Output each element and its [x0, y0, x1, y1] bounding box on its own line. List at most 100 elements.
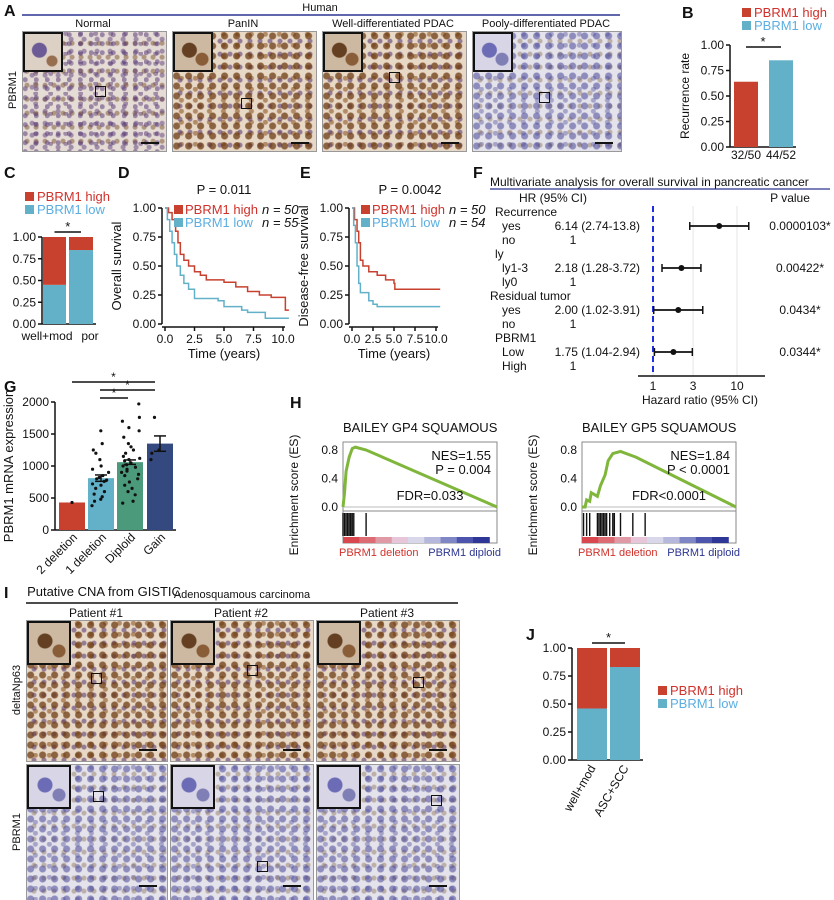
j-bar-low: [610, 667, 640, 760]
d-legend-swatch: [174, 218, 183, 227]
b-bar: [734, 81, 758, 147]
h-gp5-y-axis-label: Enrichment score (ES): [526, 435, 540, 556]
f-reference-level-label: no: [502, 233, 516, 247]
j-y-tick-label: 1.00: [543, 641, 567, 655]
h-gp4-y-tick-label: 0.0: [321, 500, 338, 514]
inset-region-box: [91, 673, 102, 684]
g-data-point: [125, 469, 129, 473]
d-y-tick-label: 0.25: [133, 288, 157, 302]
e-legend-label: PBRM1 low: [372, 215, 441, 230]
inset-region-box: [413, 677, 424, 688]
inset-zoom: [171, 765, 215, 809]
e-p-value: P = 0.0042: [378, 182, 441, 197]
inset-region-box: [431, 795, 442, 806]
g-data-point: [125, 463, 129, 467]
f-hr-point: [678, 265, 685, 271]
f-p-value: 0.0344*: [779, 345, 821, 359]
g-data-point: [105, 478, 109, 482]
f-title: Multivariate analysis for overall surviv…: [490, 175, 809, 189]
b-x-tick-label: 44/52: [766, 148, 796, 162]
g-data-point: [127, 458, 131, 462]
g-data-point: [102, 479, 106, 483]
inset-zoom: [323, 32, 363, 72]
e-x-tick-label: 7.5: [407, 332, 424, 346]
inset-region-box: [257, 861, 268, 872]
g-data-point: [136, 477, 140, 481]
d-survival-curve-low: [165, 207, 289, 319]
panel-label: F: [473, 165, 483, 182]
h-gp4-rank-colorbar-segment: [424, 537, 442, 543]
g-data-point: [100, 442, 104, 446]
d-y-tick-label: 0.75: [133, 230, 157, 244]
g-data-point: [121, 464, 125, 468]
d-legend-label: PBRM1 high: [185, 202, 258, 217]
e-x-tick-label: 5.0: [386, 332, 403, 346]
j-legend-label: PBRM1 high: [670, 683, 743, 698]
c-y-tick-label: 1.00: [13, 230, 37, 244]
inset-region-box: [247, 665, 258, 676]
j-bar-high: [610, 648, 640, 668]
h-gp4-rank-colorbar-segment: [408, 537, 425, 543]
e-y-tick-label: 1.00: [320, 201, 344, 215]
g-y-tick-label: 1500: [22, 427, 49, 441]
panel-label: G: [4, 379, 16, 396]
d-legend-n: n = 50: [262, 202, 299, 217]
inset-zoom: [27, 765, 71, 809]
inset-region-box: [93, 791, 104, 802]
g-data-point: [119, 470, 124, 474]
h-gp4-rank-colorbar-segment: [391, 537, 409, 543]
g-data-point: [137, 402, 141, 406]
h-gp4-rank-colorbar-segment: [456, 537, 474, 543]
inset-zoom: [23, 32, 63, 72]
c-legend-label: PBRM1 low: [37, 202, 106, 217]
row-label: deltaNp63: [11, 665, 23, 715]
d-survival-curve-high: [165, 207, 289, 311]
c-x-tick-label: por: [81, 329, 98, 343]
c-bar-high: [69, 237, 93, 251]
f-reference-level-label: ly0: [502, 275, 518, 289]
b-legend-swatch: [742, 21, 751, 30]
f-variable-label: Recurrence: [495, 205, 557, 219]
scale-bar: [441, 142, 459, 144]
j-y-tick-label: 0.00: [543, 753, 567, 767]
h-gp4-enrichment-curve: [341, 445, 498, 509]
d-x-axis-label: Time (years): [188, 346, 260, 361]
panel-label: I: [4, 585, 8, 602]
h-gp5-title: BAILEY GP5 SQUAMOUS: [582, 420, 737, 435]
h-gp5-y-tick-label: 0.8: [560, 443, 577, 457]
column-label: Normal: [75, 18, 110, 30]
micrograph-normal: [22, 31, 167, 152]
scale-bar: [139, 885, 157, 887]
h-gp4-fdr: FDR=0.033: [397, 488, 464, 503]
g-data-point: [99, 497, 103, 501]
b-legend-label: PBRM1 high: [754, 5, 827, 20]
scale-bar: [139, 749, 157, 751]
micrograph-p1-pbrm1: [26, 764, 168, 900]
inset-zoom: [317, 765, 361, 809]
g-data-point: [98, 458, 102, 462]
h-gp4-nes: NES=1.55: [431, 448, 491, 463]
c-legend-swatch: [25, 192, 34, 201]
f-hr-text: 2.18 (1.28-3.72): [555, 261, 640, 275]
f-hr-text: 6.14 (2.74-13.8): [555, 219, 640, 233]
g-data-point: [150, 451, 154, 455]
f-x-tick-label: 10: [730, 379, 744, 393]
panel-label: J: [526, 627, 535, 644]
g-data-point: [136, 472, 141, 476]
e-x-tick-label: 2.5: [365, 332, 382, 346]
h-gp4-plot-frame: [342, 441, 498, 544]
g-data-point: [120, 419, 125, 423]
g-data-point: [126, 490, 130, 494]
c-bar-high: [43, 237, 66, 285]
e-survival-curve-high: [352, 207, 441, 290]
column-label: PanIN: [228, 18, 259, 30]
g-data-point: [126, 442, 130, 446]
g-data-point: [133, 493, 137, 497]
h-gp4-rank-colorbar-segment: [375, 537, 393, 543]
panel-i-title: Adenosquamous carcinoma: [174, 589, 311, 601]
f-level-label: Low: [502, 345, 524, 359]
g-data-point: [131, 448, 136, 452]
g-data-point: [92, 492, 96, 496]
f-hr-point: [675, 307, 682, 313]
